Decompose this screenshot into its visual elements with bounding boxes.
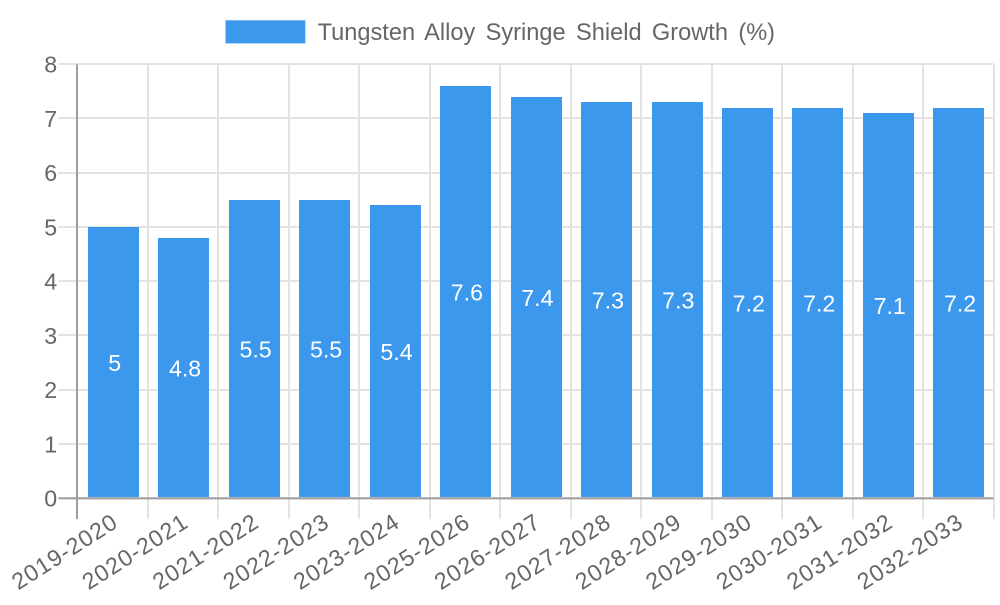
svg-text:8: 8 xyxy=(44,52,57,78)
svg-text:2: 2 xyxy=(44,377,57,403)
svg-text:7.2: 7.2 xyxy=(944,290,976,316)
svg-text:1: 1 xyxy=(44,431,57,457)
svg-text:7.2: 7.2 xyxy=(733,290,765,316)
svg-text:5.5: 5.5 xyxy=(310,336,342,362)
svg-text:5: 5 xyxy=(44,214,57,240)
svg-text:5: 5 xyxy=(108,350,121,376)
svg-text:3: 3 xyxy=(44,323,57,349)
svg-text:7.1: 7.1 xyxy=(874,293,906,319)
svg-text:7.3: 7.3 xyxy=(592,288,624,314)
svg-text:5.4: 5.4 xyxy=(380,339,412,365)
svg-text:7: 7 xyxy=(44,106,57,132)
svg-text:7.6: 7.6 xyxy=(451,279,483,305)
svg-text:4: 4 xyxy=(44,269,57,295)
svg-text:7.4: 7.4 xyxy=(521,285,553,311)
svg-text:5.5: 5.5 xyxy=(239,336,271,362)
svg-text:7.2: 7.2 xyxy=(803,290,835,316)
svg-text:Tungsten Alloy Syringe Shield: Tungsten Alloy Syringe Shield Growth (%) xyxy=(318,20,775,46)
svg-text:7.3: 7.3 xyxy=(662,288,694,314)
svg-text:0: 0 xyxy=(44,486,57,512)
svg-text:6: 6 xyxy=(44,160,57,186)
svg-text:4.8: 4.8 xyxy=(169,355,201,381)
